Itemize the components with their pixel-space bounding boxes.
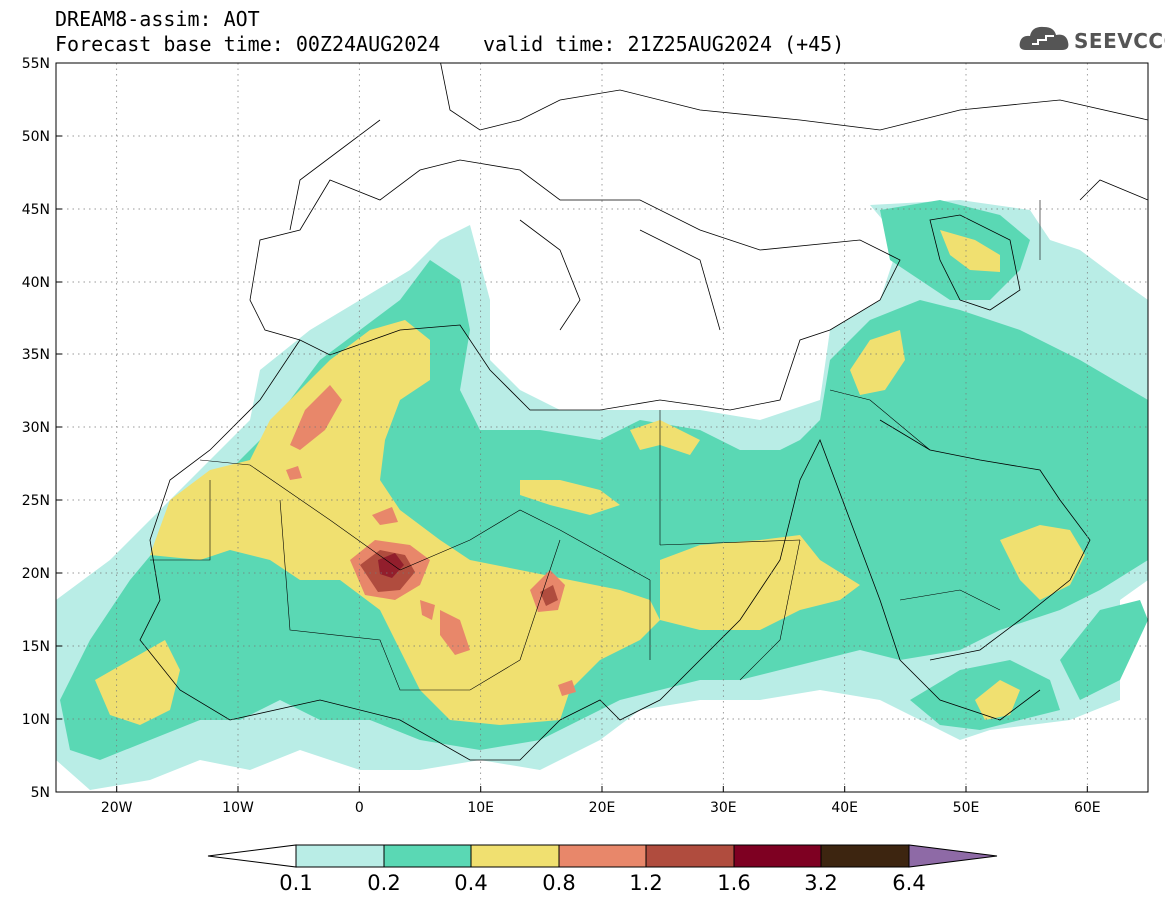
aot-contour-0.4-oman bbox=[1000, 525, 1085, 600]
colorbar-label-0.8: 0.8 bbox=[542, 871, 575, 895]
colorbar-label-1.2: 1.2 bbox=[629, 871, 662, 895]
lat-label-50n: 50N bbox=[22, 129, 50, 145]
colorbar-label-0.4: 0.4 bbox=[454, 871, 487, 895]
colorbar-segment-7 bbox=[820, 844, 910, 868]
colorbar-segment-1 bbox=[295, 844, 385, 868]
aot-contour-0.4-sudan bbox=[660, 535, 860, 630]
aot-contour-0.8 bbox=[286, 385, 576, 696]
aot-contour-0.4 bbox=[150, 320, 660, 725]
forecast-base-time: Forecast base time: 00Z24AUG2024 bbox=[55, 32, 441, 56]
lon-label-30e: 30E bbox=[710, 800, 737, 816]
lat-label-55n: 55N bbox=[22, 56, 50, 72]
lat-label-20n: 20N bbox=[22, 566, 50, 582]
aot-contour-0.4-iraq bbox=[850, 330, 905, 395]
lat-label-40n: 40N bbox=[22, 275, 50, 291]
colorbar-label-3.2: 3.2 bbox=[804, 871, 837, 895]
colorbar-high-arrow bbox=[908, 844, 998, 868]
lat-label-10n: 10N bbox=[22, 712, 50, 728]
lat-label-45n: 45N bbox=[22, 202, 50, 218]
lon-label-20w: 20W bbox=[101, 800, 133, 816]
coastlines bbox=[139, 63, 1148, 761]
seevccc-logo: SEEVCCC bbox=[1018, 22, 1165, 58]
colorbar-label-0.2: 0.2 bbox=[367, 871, 400, 895]
aot-contour-0.2-arabia-south bbox=[910, 600, 1148, 730]
lat-label-30n: 30N bbox=[22, 420, 50, 436]
aot-contour-0.4-west bbox=[95, 640, 180, 725]
colorbar-low-arrow bbox=[207, 844, 297, 868]
colorbar-segment-5 bbox=[645, 844, 735, 868]
colorbar-label-1.6: 1.6 bbox=[717, 871, 750, 895]
cloud-icon bbox=[1019, 26, 1069, 50]
colorbar-segment-2 bbox=[383, 844, 472, 868]
lat-label-35n: 35N bbox=[22, 347, 50, 363]
colorbar-label-6.4: 6.4 bbox=[892, 871, 925, 895]
colorbar-segment-3 bbox=[470, 844, 560, 868]
lon-label-0: 0 bbox=[355, 800, 364, 816]
colorbar-segment-4 bbox=[558, 844, 647, 868]
lon-label-20e: 20E bbox=[589, 800, 616, 816]
lon-label-40e: 40E bbox=[831, 800, 858, 816]
aot-contour-0.4-libya bbox=[520, 420, 700, 515]
map-title: DREAM8-assim: AOT bbox=[55, 7, 260, 31]
aot-contour-0.4-caspian bbox=[940, 230, 1000, 272]
lat-label-25n: 25N bbox=[22, 493, 50, 509]
axis-ticks bbox=[56, 62, 1088, 792]
lon-label-10w: 10W bbox=[222, 800, 254, 816]
logo-text: SEEVCCC bbox=[1074, 29, 1165, 53]
valid-time: valid time: 21Z25AUG2024 (+45) bbox=[483, 32, 845, 56]
colorbar-label-0.1: 0.1 bbox=[279, 871, 312, 895]
lat-label-5n: 5N bbox=[31, 785, 50, 801]
lon-label-50e: 50E bbox=[953, 800, 980, 816]
colorbar-segment-6 bbox=[733, 844, 822, 868]
lat-label-15n: 15N bbox=[22, 639, 50, 655]
aot-contour-0.4-yemen bbox=[975, 680, 1020, 720]
lon-label-60e: 60E bbox=[1074, 800, 1101, 816]
aot-contour-1.2 bbox=[360, 550, 558, 606]
borders bbox=[150, 200, 1041, 691]
grid-lines bbox=[56, 63, 1148, 792]
lon-label-10e: 10E bbox=[467, 800, 494, 816]
